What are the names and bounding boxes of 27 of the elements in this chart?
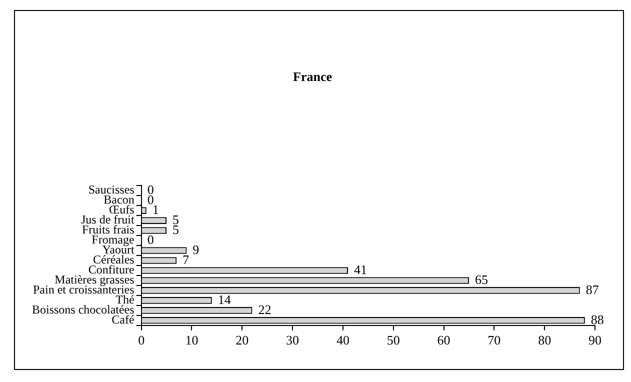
- x-tick-label: 70: [488, 332, 501, 348]
- data-label: 41: [354, 262, 367, 277]
- x-tick-label: 80: [538, 332, 552, 348]
- x-tick-label: 50: [386, 332, 400, 348]
- data-label: 22: [258, 302, 272, 317]
- x-tick-label: 20: [236, 332, 249, 348]
- x-tick-label: 30: [286, 332, 300, 348]
- y-tick-label: Thé: [116, 292, 134, 307]
- x-tick-label: 10: [185, 332, 198, 348]
- x-tick-label: 40: [336, 332, 350, 348]
- y-tick-label: Confiture: [88, 262, 134, 277]
- data-label: 14: [218, 292, 232, 307]
- data-label: 65: [474, 272, 488, 287]
- data-label: 87: [586, 282, 600, 297]
- data-label: 5: [172, 212, 180, 227]
- y-tick-label: Saucisses: [88, 182, 135, 197]
- chart-title: France: [293, 69, 332, 84]
- data-label: 0: [147, 232, 154, 247]
- x-tick-label: 60: [437, 332, 450, 348]
- data-label: 7: [182, 252, 190, 267]
- y-tick-label: Café: [112, 312, 134, 327]
- x-tick-label: 0: [138, 332, 145, 348]
- data-label: 1: [152, 202, 159, 217]
- y-tick-label: Fruits frais: [82, 222, 135, 237]
- x-tick-label: 90: [588, 332, 602, 348]
- data-label: 88: [590, 312, 604, 327]
- data-label: 9: [192, 242, 200, 257]
